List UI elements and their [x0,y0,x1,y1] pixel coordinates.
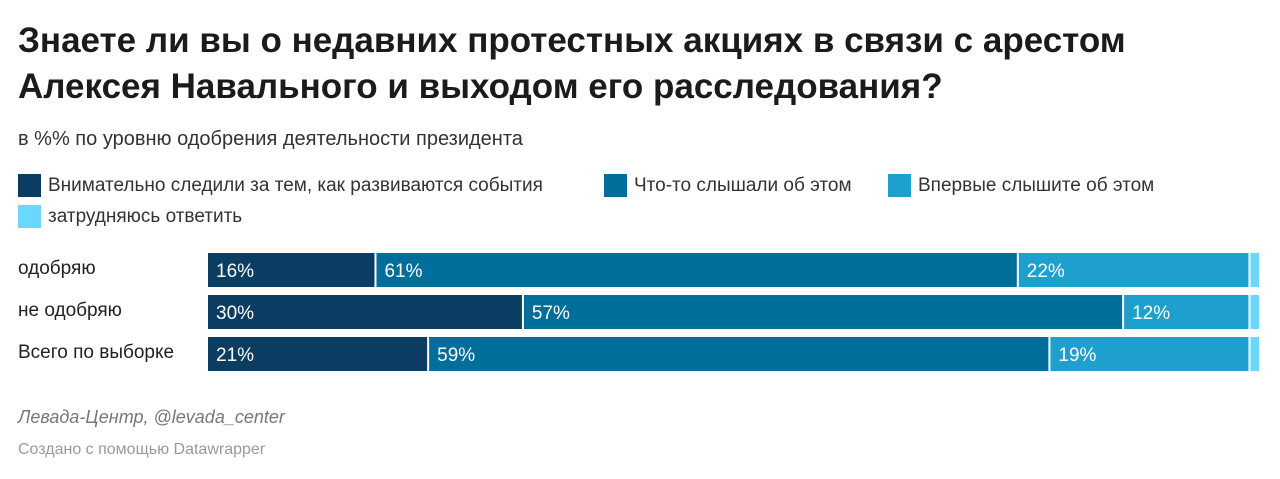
legend-label: затрудняюсь ответить [48,205,243,227]
legend-swatch [18,174,41,197]
legend-label: Что-то слышали об этом [634,174,852,196]
chart-subtitle: в %% по уровню одобрения деятельности пр… [18,128,523,150]
bar-segment-approve-heard [376,253,1017,287]
row-label-total: Всего по выборке [18,342,175,363]
bar-segment-approve-attentive [208,253,375,287]
bar-segment-total-first-time [1050,337,1249,371]
datawrapper-credit: Создано с помощью Datawrapper [18,441,266,458]
bar-segment-disapprove-undecided [1250,295,1259,329]
chart-title: Знаете ли вы о недавних протестных акция… [18,21,1126,106]
bar-value-label-total-heard: 59% [437,345,475,366]
bar-value-label-total-first-time: 19% [1058,345,1096,366]
legend-label: Впервые слышите об этом [918,174,1155,196]
row-label-approve: одобряю [18,258,96,279]
bar-segment-total-heard [429,337,1049,371]
legend-label: Внимательно следили за тем, как развиваю… [48,174,543,196]
legend-swatch [888,174,911,197]
legend-item-heard: Что-то слышали об этом [604,174,852,197]
source-note: Левада-Центр, @levada_center [18,407,285,427]
row-label-disapprove: не одобряю [18,300,122,321]
legend-item-first-time: Впервые слышите об этом [888,174,1154,197]
bar-segment-disapprove-heard [523,295,1123,329]
bar-value-label-approve-heard: 61% [384,261,422,282]
legend-swatch [604,174,627,197]
bar-value-label-approve-attentive: 16% [216,261,254,282]
bar-segment-total-attentive [208,337,428,371]
bar-segment-disapprove-first-time [1124,295,1249,329]
bar-value-label-approve-first-time: 22% [1027,261,1065,282]
bar-segment-approve-undecided [1250,253,1259,287]
bar-value-label-disapprove-heard: 57% [532,303,570,324]
bar-segment-disapprove-attentive [208,295,522,329]
legend-swatch [18,205,41,228]
bar-value-label-disapprove-attentive: 30% [216,303,254,324]
bar-segment-approve-first-time [1018,253,1249,287]
legend-item-attentive: Внимательно следили за тем, как развиваю… [18,174,543,197]
legend-item-undecided: затрудняюсь ответить [18,205,242,228]
bar-value-label-total-attentive: 21% [216,345,254,366]
bar-segment-total-undecided [1250,337,1259,371]
bar-value-label-disapprove-first-time: 12% [1132,303,1170,324]
